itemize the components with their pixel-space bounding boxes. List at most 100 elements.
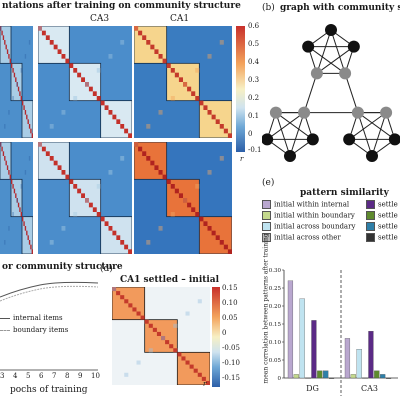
- matrix-diag-cell: [11, 63, 13, 68]
- e-bar: [344, 338, 351, 379]
- matrix-noise-cell: [183, 82, 188, 87]
- matrix-noise-cell: [158, 226, 163, 231]
- graph-edge: [289, 112, 305, 157]
- panel-d-label: (d): [100, 264, 113, 274]
- e-legend-text: settle: [378, 222, 398, 231]
- matrix-diag-cell: [178, 193, 183, 198]
- e-legend-swatch: [262, 211, 271, 220]
- matrix-diag-cell: [31, 133, 33, 138]
- matrix-diag-cell: [191, 207, 196, 212]
- matrix-noise-cell: [61, 226, 66, 231]
- e-legend-item: settle: [366, 200, 398, 209]
- matrix-diag-cell: [27, 119, 29, 124]
- c-x-tick: 4: [13, 372, 18, 380]
- matrix-noise-cell: [4, 124, 6, 129]
- legend-internal-text: internal items: [13, 314, 63, 322]
- matrix-noise-cell: [0, 26, 2, 31]
- colorbar-a-tick: -0.1: [248, 146, 262, 154]
- matrix-diag-cell: [134, 142, 139, 147]
- e-legend-item: initial within boundary: [262, 211, 355, 220]
- matrix-diag-cell: [31, 249, 33, 254]
- matrix-diag-cell: [211, 114, 216, 120]
- e-bar: [356, 349, 362, 379]
- graph-boundary-node: [269, 106, 282, 119]
- matrix-diag-cell: [166, 179, 171, 184]
- matrix-diag-cell: [116, 119, 121, 124]
- graph-boundary-node: [310, 67, 323, 80]
- graph-boundary-node: [339, 67, 352, 80]
- matrix-diag-cell: [156, 331, 161, 336]
- matrix-noise-cell: [73, 212, 78, 217]
- colorbar-a-tick: 0.6: [248, 22, 260, 30]
- matrix-diag-cell: [178, 77, 183, 82]
- matrix-diag-cell: [9, 174, 11, 180]
- e-bar: [311, 320, 317, 379]
- panel-c-title: or community structure: [2, 262, 123, 272]
- colorbar-d-ticks: 0.15 0.10 0.05 0 -0.05 -0.10 -0.15: [222, 284, 252, 394]
- matrix-diag-cell: [154, 49, 159, 54]
- matrix-noise-cell: [28, 156, 31, 161]
- matrix-diag-cell: [104, 221, 109, 226]
- matrix-diag-cell: [49, 156, 54, 161]
- community-graph: [262, 24, 400, 162]
- panel-b-label: (b): [262, 3, 275, 13]
- matrix-diag-cell: [88, 86, 93, 92]
- matrix-noise-cell: [49, 124, 54, 129]
- e-y-tick: 0.25: [269, 286, 282, 292]
- matrix-diag-cell: [65, 58, 70, 64]
- graph-internal-node: [262, 133, 274, 146]
- matrix-diag-cell: [199, 216, 204, 222]
- graph-edge: [275, 112, 314, 140]
- e-y-tick: 0: [278, 376, 282, 382]
- matrix-noise-cell: [96, 68, 101, 73]
- learning-curve: [0, 281, 99, 371]
- col-ca3-label: CA3: [90, 14, 110, 24]
- matrix-noise-cell: [112, 287, 117, 292]
- e-legend-text: settle: [378, 233, 398, 242]
- matrix-diag-cell: [120, 240, 125, 245]
- matrix-noise-cell: [161, 336, 166, 341]
- graph-edge: [266, 112, 305, 140]
- matrix-diag-cell: [112, 230, 117, 236]
- matrix-diag-cell: [187, 202, 192, 208]
- panel-b-title: graph with community stru: [280, 3, 400, 13]
- matrix-noise-cell: [219, 40, 224, 45]
- colorbar-a: [236, 26, 245, 152]
- matrix-diag-cell: [92, 207, 97, 212]
- e-bar: [287, 280, 294, 379]
- matrix-diag-cell: [28, 124, 31, 129]
- matrix-diag-cell: [20, 96, 22, 101]
- e-legend-swatch: [366, 200, 375, 209]
- e-bar-chart: 0.30 0.25 0.20 0.15 0.10 0.05 0 DG CA3: [269, 268, 398, 396]
- matrix-diag-cell: [12, 68, 14, 73]
- matrix-noise-cell: [195, 184, 200, 189]
- matrix-diag-cell: [148, 323, 153, 328]
- matrix-diag-cell: [23, 221, 25, 226]
- c-x-tick: 5: [26, 372, 31, 380]
- matrix-noise-cell: [124, 372, 129, 377]
- colorbar-a-ticks: 0.6 0.5 0.4 0.3 0.2 0.1 0 -0.1: [248, 22, 272, 162]
- e-bar: [368, 331, 374, 379]
- matrix-diag-cell: [189, 364, 194, 369]
- graph-boundary-edge: [344, 73, 359, 113]
- matrix-diag-cell: [77, 188, 82, 194]
- matrix-noise-cell: [120, 40, 125, 45]
- matrix-diag-cell: [57, 165, 62, 170]
- matrix-diag-cell: [203, 221, 208, 226]
- matrix-diag-cell: [5, 160, 7, 166]
- graph-boundary-edge: [303, 73, 318, 113]
- e-y-tick: 0.05: [269, 358, 282, 364]
- matrix-diag-cell: [4, 40, 6, 45]
- matrix-noise-cell: [146, 124, 151, 129]
- colorbar-d-tick: -0.05: [222, 344, 240, 352]
- matrix-diag-cell: [187, 86, 192, 92]
- matrix-diag-cell: [124, 299, 129, 304]
- e-legend-text: initial within internal: [274, 200, 350, 209]
- matrix-diag-cell: [144, 319, 149, 324]
- matrix-noise-cell: [12, 212, 14, 217]
- matrix-diag-cell: [77, 72, 82, 78]
- matrix-diag-cell: [11, 179, 13, 184]
- matrix-diag-cell: [134, 26, 139, 31]
- graph-edge: [307, 46, 346, 74]
- colorbar-a-tick: 0.2: [248, 94, 260, 102]
